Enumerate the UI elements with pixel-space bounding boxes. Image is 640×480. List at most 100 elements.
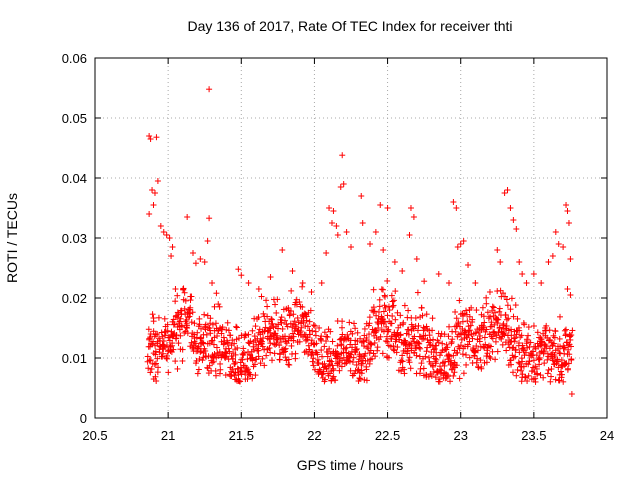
data-point (252, 323, 259, 330)
data-point (499, 330, 506, 337)
data-point (454, 244, 461, 250)
data-point (556, 313, 563, 320)
data-point (371, 339, 378, 346)
data-point (202, 347, 209, 354)
data-point (565, 360, 572, 367)
data-point (494, 348, 501, 355)
data-point (527, 339, 534, 346)
data-point (497, 259, 504, 265)
data-point (147, 357, 154, 364)
y-tick-label: 0.06 (62, 51, 87, 66)
data-point (203, 331, 210, 338)
data-point (277, 316, 284, 323)
data-point (370, 304, 377, 311)
data-point (260, 310, 267, 317)
data-point (540, 349, 547, 356)
data-point (232, 369, 239, 376)
data-point (264, 303, 271, 310)
data-point (282, 317, 289, 324)
data-point (326, 205, 333, 211)
data-point (397, 322, 404, 329)
data-point (561, 327, 568, 334)
data-point (433, 342, 440, 349)
data-point (495, 316, 502, 323)
data-point (296, 338, 303, 345)
data-point (514, 366, 521, 373)
data-point (171, 321, 178, 328)
data-point (337, 184, 344, 190)
data-point (334, 342, 341, 349)
data-point (306, 318, 313, 325)
data-point (423, 323, 430, 330)
data-point (304, 336, 311, 343)
data-point (420, 365, 427, 372)
data-point (501, 293, 508, 300)
data-point (448, 338, 455, 345)
data-point (209, 337, 216, 344)
data-point (217, 360, 224, 367)
data-point (562, 326, 569, 333)
data-point (406, 359, 413, 366)
data-point (500, 290, 507, 297)
data-point (247, 371, 254, 378)
x-tick-label: 21 (161, 428, 175, 443)
data-point (477, 332, 484, 339)
data-point (510, 369, 517, 376)
data-point (407, 205, 414, 211)
data-point (164, 355, 171, 362)
data-point (164, 327, 171, 334)
data-point (484, 347, 491, 354)
data-points (144, 86, 576, 397)
data-point (547, 378, 554, 385)
data-point (382, 293, 389, 300)
data-point (450, 199, 457, 205)
data-point (299, 283, 306, 290)
data-point (464, 343, 471, 350)
data-point (510, 313, 517, 320)
data-point (273, 334, 280, 341)
data-point (466, 354, 473, 361)
data-point (237, 378, 244, 385)
data-point (263, 297, 270, 304)
data-point (416, 340, 423, 347)
data-point (174, 292, 181, 299)
data-point (434, 369, 441, 376)
x-tick-label: 23 (453, 428, 467, 443)
data-point (211, 351, 218, 358)
data-point (255, 347, 262, 354)
data-point (423, 311, 430, 318)
data-point (276, 342, 283, 349)
data-point (181, 289, 188, 296)
data-point (361, 376, 368, 383)
data-point (178, 322, 185, 329)
data-point (504, 187, 511, 193)
data-point (249, 375, 256, 382)
data-point (417, 345, 424, 352)
data-point (195, 366, 202, 373)
data-point (405, 326, 412, 333)
data-point (502, 326, 509, 333)
data-point (277, 351, 284, 358)
data-point (274, 296, 281, 303)
data-point (357, 335, 364, 342)
data-point (370, 350, 377, 357)
data-point (181, 305, 188, 312)
data-point (278, 319, 285, 326)
data-point (229, 337, 236, 344)
data-point (530, 271, 537, 277)
data-point (212, 320, 219, 327)
data-point (268, 315, 275, 322)
data-point (481, 334, 488, 341)
data-point (285, 356, 292, 363)
data-point (449, 365, 456, 372)
data-point (519, 342, 526, 349)
data-point (386, 307, 393, 314)
data-point (285, 361, 292, 368)
data-point (432, 374, 439, 381)
data-point (163, 232, 170, 238)
data-point (215, 301, 222, 308)
data-point (546, 327, 553, 334)
data-point (157, 223, 164, 229)
data-point (551, 334, 558, 341)
data-point (552, 376, 559, 383)
